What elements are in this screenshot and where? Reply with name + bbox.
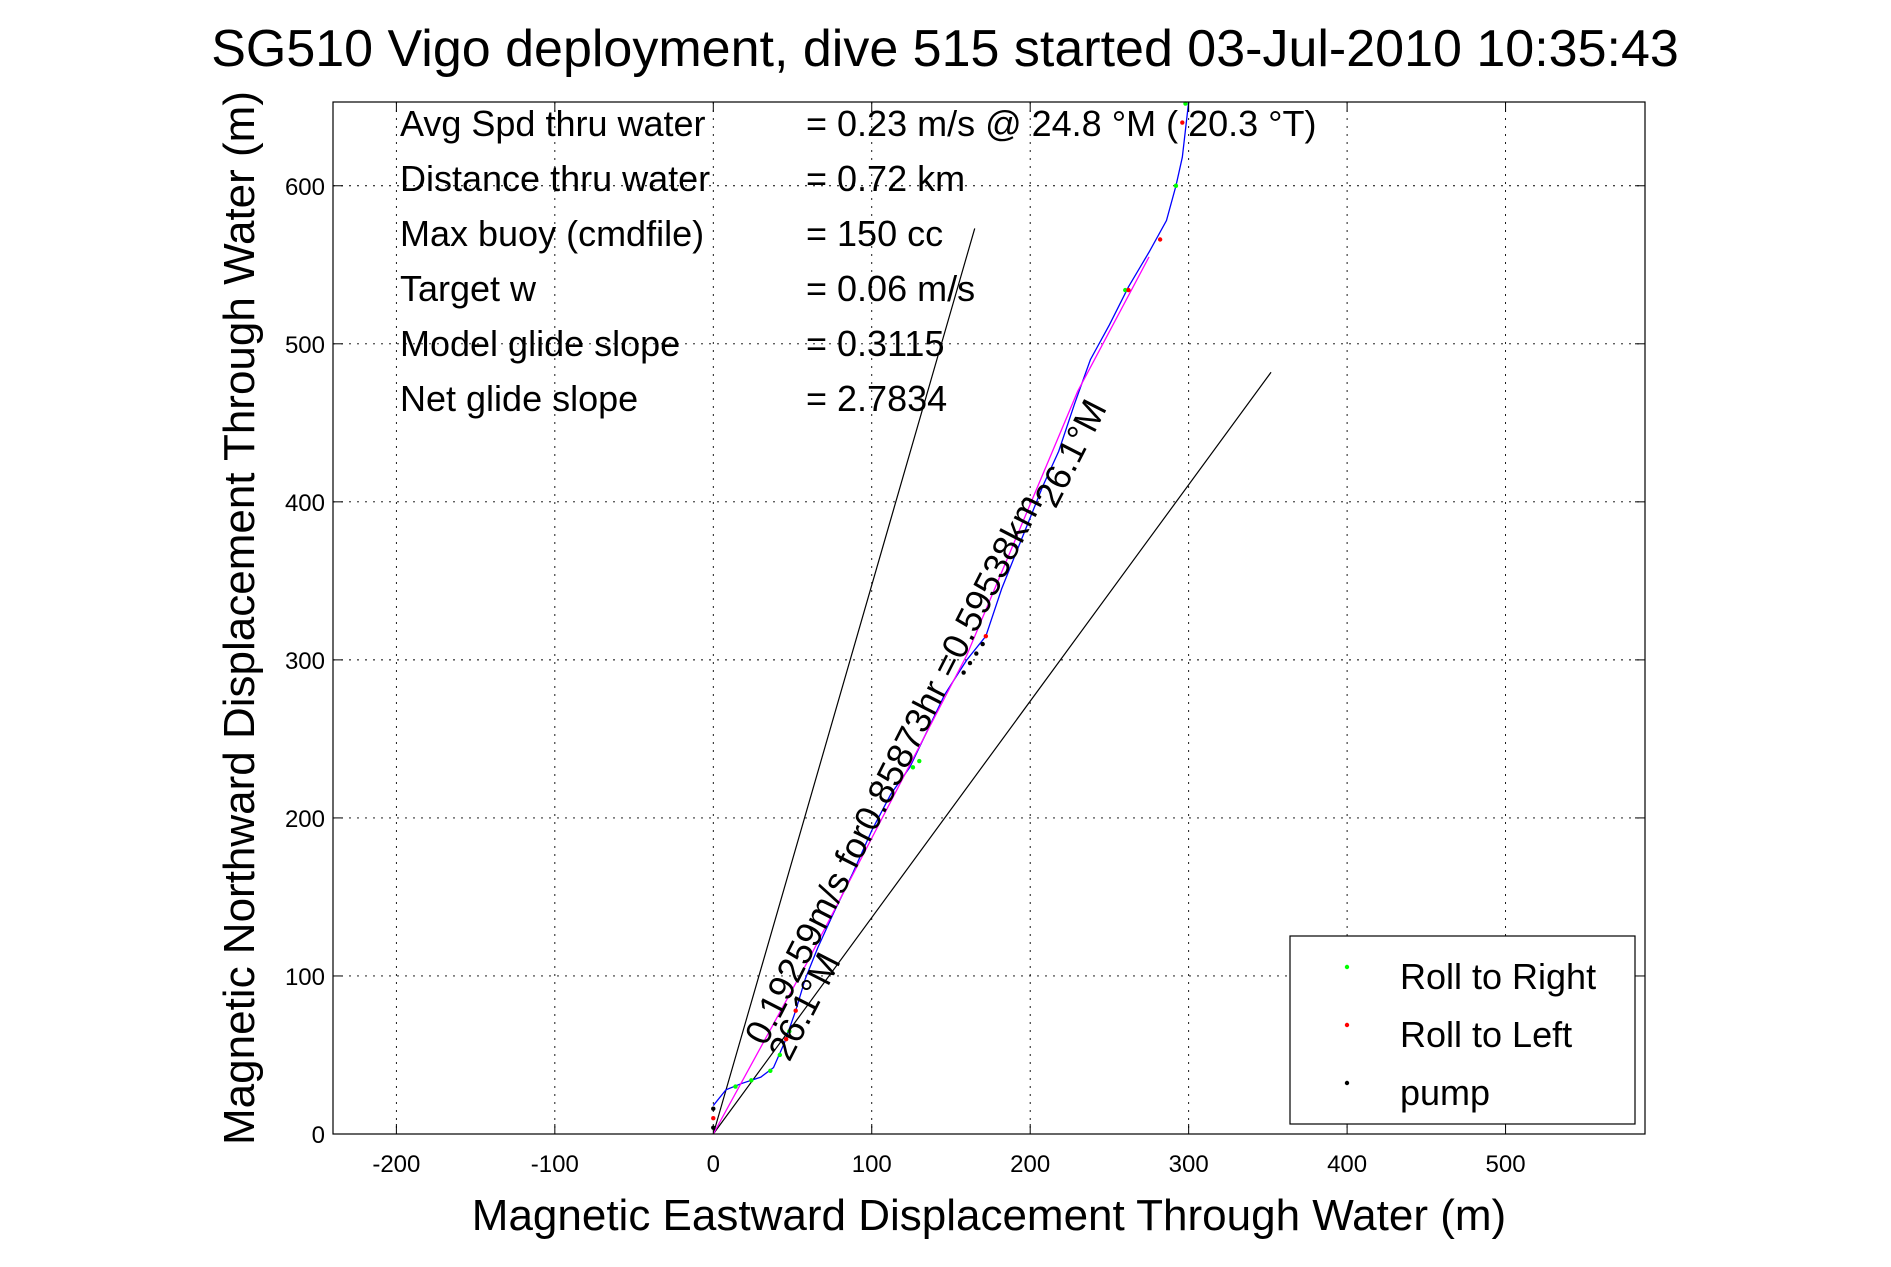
x-tick-label: 400 — [1327, 1151, 1367, 1178]
annotation-layer: 0.19259m/s for0.85873hr =0.59538km26.1°M… — [736, 393, 1114, 1067]
x-tick-label: 0 — [707, 1151, 720, 1178]
roll-to-left-point — [983, 633, 989, 639]
plot-area-frame — [332, 101, 1646, 1135]
roll-to-right-point — [917, 758, 922, 764]
roll-to-right-point — [1173, 183, 1179, 188]
pump-point — [980, 641, 985, 647]
legend-marker — [1344, 964, 1350, 970]
roll-to-left-point — [1126, 287, 1131, 293]
roll-to-left-point — [1180, 120, 1185, 125]
x-tick-label: -200 — [372, 1151, 420, 1178]
info-value: = 0.06 m/s — [806, 268, 975, 309]
legend-marker — [1344, 1080, 1350, 1086]
reference-lines — [712, 228, 1272, 1135]
roll-to-right-point — [733, 1084, 738, 1089]
roll-to-right-point — [1123, 287, 1128, 293]
roll-to-right-point — [910, 765, 916, 770]
pump-point — [961, 670, 966, 675]
chart-title: SG510 Vigo deployment, dive 515 started … — [211, 20, 1679, 78]
info-label: Max buoy (cmdfile) — [400, 213, 704, 254]
info-value: = 0.3115 — [806, 323, 944, 364]
y-tick-label: 200 — [285, 806, 325, 833]
left-cone-line — [712, 228, 976, 1135]
info-label: Target w — [400, 268, 537, 309]
info-value: = 2.7834 — [806, 378, 947, 419]
legend-label: pump — [1400, 1072, 1490, 1113]
roll-to-right-point — [749, 1078, 754, 1083]
pump-point — [711, 1106, 716, 1111]
x-tick-label: 200 — [1010, 1151, 1050, 1178]
info-box: Avg Spd thru water = 0.23 m/s @ 24.8 °M (… — [400, 103, 1317, 419]
roll-to-right-point — [768, 1068, 773, 1073]
info-label: Model glide slope — [400, 323, 680, 364]
y-tick-label: 400 — [285, 490, 325, 517]
roll-to-left-point — [711, 1115, 716, 1121]
pump-point — [974, 651, 979, 656]
track-line-0 — [712, 101, 1190, 1106]
pump-point — [967, 660, 973, 666]
y-tick-label: 300 — [285, 648, 325, 675]
info-value: = 0.72 km — [806, 158, 965, 199]
annotation-text: 0.19259m/s for0.85873hr =0.59538km — [736, 487, 1050, 1050]
right-cone-line — [712, 371, 1272, 1135]
roll-to-left-point — [783, 1036, 789, 1042]
legend-label: Roll to Right — [1400, 956, 1596, 997]
x-tick-label: 100 — [852, 1151, 892, 1178]
tick-layer: -200 -100 0 100 200 300 400 500 0 100 200 300 400 500… — [285, 102, 1645, 1178]
y-tick-label: 600 — [285, 174, 325, 201]
series-layer — [711, 101, 1190, 1135]
x-tick-label: -100 — [531, 1151, 579, 1178]
y-tick-label: 100 — [285, 964, 325, 991]
track-line-1 — [712, 256, 1150, 1135]
y-tick-label: 500 — [285, 332, 325, 359]
roll-to-left-point — [793, 1008, 798, 1013]
roll-to-right-point — [787, 1029, 792, 1034]
info-value: = 150 cc — [806, 213, 943, 254]
y-axis-label: Magnetic Northward Displacement Through … — [215, 91, 264, 1145]
info-label: Distance thru water — [400, 158, 710, 199]
legend-label: Roll to Left — [1400, 1014, 1572, 1055]
legend: Roll to Right Roll to Left pump — [1289, 935, 1636, 1125]
info-value: = 0.23 m/s @ 24.8 °M ( 20.3 °T) — [806, 103, 1317, 144]
legend-marker — [1344, 1022, 1350, 1028]
x-axis-label: Magnetic Eastward Displacement Through W… — [472, 1191, 1506, 1240]
info-label: Net glide slope — [400, 378, 638, 419]
y-tick-label: 0 — [312, 1122, 325, 1149]
x-tick-label: 300 — [1169, 1151, 1209, 1178]
roll-to-right-point — [777, 1052, 783, 1058]
info-label: Avg Spd thru water — [400, 103, 706, 144]
roll-to-left-point — [1157, 237, 1163, 242]
annotation-text: 26.1°M — [1026, 393, 1114, 514]
x-tick-label: 500 — [1486, 1151, 1526, 1178]
